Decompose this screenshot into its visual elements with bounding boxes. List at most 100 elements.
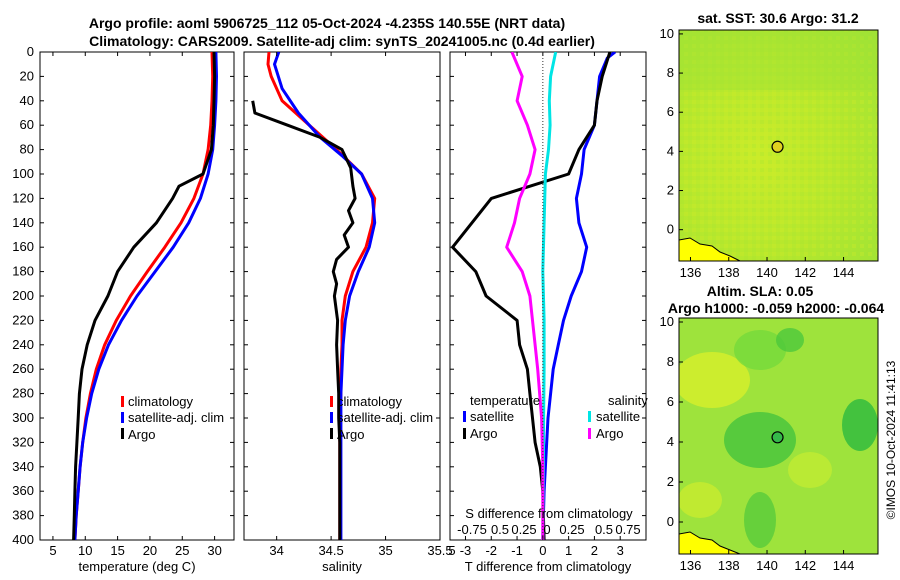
depth-tick-label: 60 — [20, 117, 34, 132]
sla-blob-8 — [679, 482, 722, 518]
depth-tick-label: 20 — [20, 68, 34, 83]
s-tick-6: 0.5 — [595, 522, 613, 537]
salinity-xlabel: salinity — [322, 559, 362, 574]
depth-tick-label: 340 — [12, 459, 34, 474]
sst-north-band — [679, 30, 878, 90]
difference-series — [451, 52, 617, 540]
s-difference-ticks: -0.75 0.5 0.25 0 0.25 0.5 0.75 — [457, 522, 640, 537]
depth-tick-label: 120 — [12, 190, 34, 205]
sla-blob-2 — [734, 330, 786, 370]
s-difference-label: S difference from climatology — [465, 506, 633, 521]
map-x-tick-label: 140 — [756, 558, 778, 573]
legend-climatology: climatology — [128, 394, 194, 409]
diff-legend-t-satellite: satellite — [470, 409, 514, 424]
depth-axis: 0 20 40 60 80 100 120 140 160 180 200 220 240 260 280 3… — [12, 44, 646, 547]
map-y-tick-label: 4 — [667, 434, 674, 449]
imos-stamp: ©IMOS 10-Oct-2024 11:41:13 — [884, 360, 898, 519]
map-x-tick-label: 144 — [833, 265, 855, 280]
map-y-tick-label: 10 — [660, 26, 674, 41]
map-x-tick-label: 142 — [794, 558, 816, 573]
png-coast-sla — [679, 531, 741, 554]
sla-argo-marker — [771, 431, 784, 444]
difference-xlabel: T difference from climatology — [465, 559, 632, 574]
sla-blob-3 — [776, 328, 804, 352]
title-line1: Argo profile: aoml 5906725_112 05-Oct-20… — [89, 15, 565, 31]
sla-blob-1 — [679, 352, 750, 408]
diff-legend-s-satellite: satellite — [596, 409, 640, 424]
depth-tick-label: 100 — [12, 166, 34, 181]
map-y-tick-label: 2 — [667, 183, 674, 198]
series-argo — [72, 52, 217, 540]
map-y-tick-label: 0 — [667, 222, 674, 237]
diff-legend-t-argo-swatch — [463, 428, 466, 439]
sal-legend-climatology: climatology — [337, 394, 403, 409]
sal-legend-climatology-swatch — [330, 396, 333, 407]
diff-legend-s-argo: Argo — [596, 426, 623, 441]
s-tick-4: 0 — [543, 522, 550, 537]
diff-legend-t-argo: Argo — [470, 426, 497, 441]
series-s-satellite — [541, 52, 558, 540]
sla-blob-5 — [842, 399, 878, 451]
depth-tick-label: 80 — [20, 142, 34, 157]
s-tick-3: 0.25 — [511, 522, 536, 537]
legend-argo: Argo — [128, 427, 155, 442]
x-tick-label: 34 — [269, 543, 283, 558]
legend-satellite-swatch — [121, 412, 124, 423]
depth-tick-label: 320 — [12, 434, 34, 449]
map-y-tick-label: 6 — [667, 394, 674, 409]
map-x-tick-label: 142 — [794, 265, 816, 280]
depth-tick-label: 400 — [12, 532, 34, 547]
x-tick-label: 35 — [378, 543, 392, 558]
sal-legend-satellite: satellite-adj. clim — [337, 410, 433, 425]
map-x-tick-label: 136 — [680, 558, 702, 573]
depth-tick-label: 180 — [12, 264, 34, 279]
temperature-legend: climatology satellite-adj. clim Argo — [121, 394, 224, 442]
sla-map-title: Altim. SLA: 0.05 — [707, 283, 814, 299]
depth-tick-label: 300 — [12, 410, 34, 425]
x-tick-label: -2 — [485, 543, 497, 558]
map-y-tick-label: 2 — [667, 474, 674, 489]
x-tick-label: 25 — [175, 543, 189, 558]
sla-blob-6 — [788, 452, 832, 488]
diff-legend-t-satellite-swatch — [463, 411, 466, 422]
depth-tick-label: 0 — [27, 44, 34, 59]
map-x-tick-label: 138 — [718, 558, 740, 573]
depth-tick-label: 380 — [12, 508, 34, 523]
sla-blob-4 — [724, 412, 796, 468]
salinity-series — [251, 52, 377, 540]
salinity-legend: climatology satellite-adj. clim Argo — [330, 394, 433, 442]
map-y-tick-label: 8 — [667, 65, 674, 80]
legend-argo-swatch — [121, 428, 124, 439]
x-tick-label: -3 — [460, 543, 472, 558]
x-tick-label: 30 — [207, 543, 221, 558]
map-y-tick-label: 10 — [660, 314, 674, 329]
diff-legend-temperature-title: temperature — [470, 393, 540, 408]
x-tick-label: -1 — [511, 543, 523, 558]
s-tick-5: 0.25 — [559, 522, 584, 537]
sal-legend-satellite-swatch — [330, 412, 333, 423]
sal-legend-argo: Argo — [337, 427, 364, 442]
diff-legend-s-satellite-swatch — [588, 411, 591, 422]
sla-blob-7 — [744, 492, 776, 548]
depth-tick-label: 260 — [12, 361, 34, 376]
x-tick-label: 35.5 — [427, 543, 452, 558]
series-climatology — [73, 52, 215, 540]
map-x-tick-label: 136 — [680, 265, 702, 280]
depth-tick-label: 140 — [12, 215, 34, 230]
x-tick-label-clipped: 5 — [448, 543, 455, 558]
temperature-xlabel: temperature (deg C) — [78, 559, 195, 574]
difference-axes — [449, 51, 647, 541]
sla-map-axes — [678, 317, 879, 555]
map-y-tick-label: 4 — [667, 143, 674, 158]
x-tick-label: 0 — [539, 543, 546, 558]
diff-legend-salinity-title: salinity — [608, 393, 648, 408]
temperature-series — [72, 52, 218, 540]
series-argo — [251, 100, 357, 540]
legend-climatology-swatch — [121, 396, 124, 407]
x-tick-label: 10 — [78, 543, 92, 558]
sst-map-field — [679, 30, 878, 261]
x-tick-label: 15 — [110, 543, 124, 558]
depth-tick-label: 160 — [12, 239, 34, 254]
map-y-tick-label: 8 — [667, 354, 674, 369]
